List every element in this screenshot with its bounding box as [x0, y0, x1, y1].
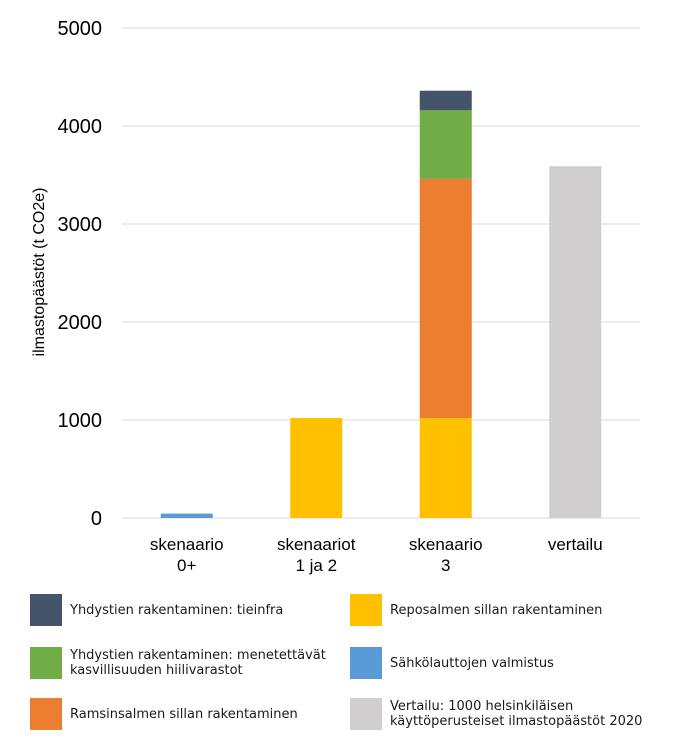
- legend-item: Vertailu: 1000 helsinkiläisen käyttöperu…: [350, 698, 652, 730]
- x-axis-ticks: skenaario 0+ skenaariot 1 ja 2 skenaario 3 ver…: [150, 535, 603, 575]
- bar-segment: [549, 166, 602, 518]
- bar-segment: [160, 513, 213, 518]
- legend-label: Sähkölauttojen valmistus: [390, 655, 554, 671]
- legend-item: Yhdystien rakentaminen: tieinfra: [30, 594, 332, 626]
- legend-swatch: [30, 594, 62, 626]
- bar-segment: [419, 178, 472, 419]
- legend-swatch: [30, 698, 62, 730]
- bar-segment: [419, 90, 472, 111]
- legend-swatch: [350, 594, 382, 626]
- bars: [160, 90, 602, 518]
- legend-label: Yhdystien rakentaminen: tieinfra: [70, 602, 284, 618]
- legend-label: Yhdystien rakentaminen: menetettävät kas…: [70, 648, 326, 678]
- x-tick-label: skenaariot 1 ja 2: [277, 535, 356, 575]
- legend-item: Sähkölauttojen valmistus: [350, 647, 652, 679]
- legend-swatch: [30, 647, 62, 679]
- y-tick-label: 3000: [58, 214, 103, 236]
- bar-segment: [419, 110, 472, 179]
- y-tick-label: 4000: [58, 116, 103, 138]
- y-tick-label: 5000: [58, 18, 103, 40]
- legend-item: Ramsinsalmen sillan rakentaminen: [30, 698, 332, 730]
- y-axis-label: ilmastopäästöt (t CO2e): [31, 188, 48, 357]
- y-tick-label: 1000: [58, 410, 103, 432]
- legend-label: Reposalmen sillan rakentaminen: [390, 602, 603, 618]
- legend-label: Vertailu: 1000 helsinkiläisen käyttöperu…: [390, 699, 643, 729]
- y-tick-label: 0: [91, 508, 102, 530]
- x-tick-label: skenaario 3: [409, 535, 483, 575]
- legend-item: Yhdystien rakentaminen: menetettävät kas…: [30, 647, 332, 679]
- bar-segment: [419, 418, 472, 518]
- x-tick-label: vertailu: [548, 535, 603, 554]
- legend-item: Reposalmen sillan rakentaminen: [350, 594, 652, 626]
- y-tick-label: 2000: [58, 312, 103, 334]
- legend-swatch: [350, 698, 382, 730]
- legend: Yhdystien rakentaminen: tieinfra Reposalm…: [30, 594, 680, 738]
- legend-label: Ramsinsalmen sillan rakentaminen: [70, 706, 298, 722]
- x-tick-label: skenaario 0+: [150, 535, 224, 575]
- legend-swatch: [350, 647, 382, 679]
- y-axis-ticks: 0 1000 2000 3000 4000 5000: [58, 18, 103, 530]
- bar-segment: [290, 418, 343, 518]
